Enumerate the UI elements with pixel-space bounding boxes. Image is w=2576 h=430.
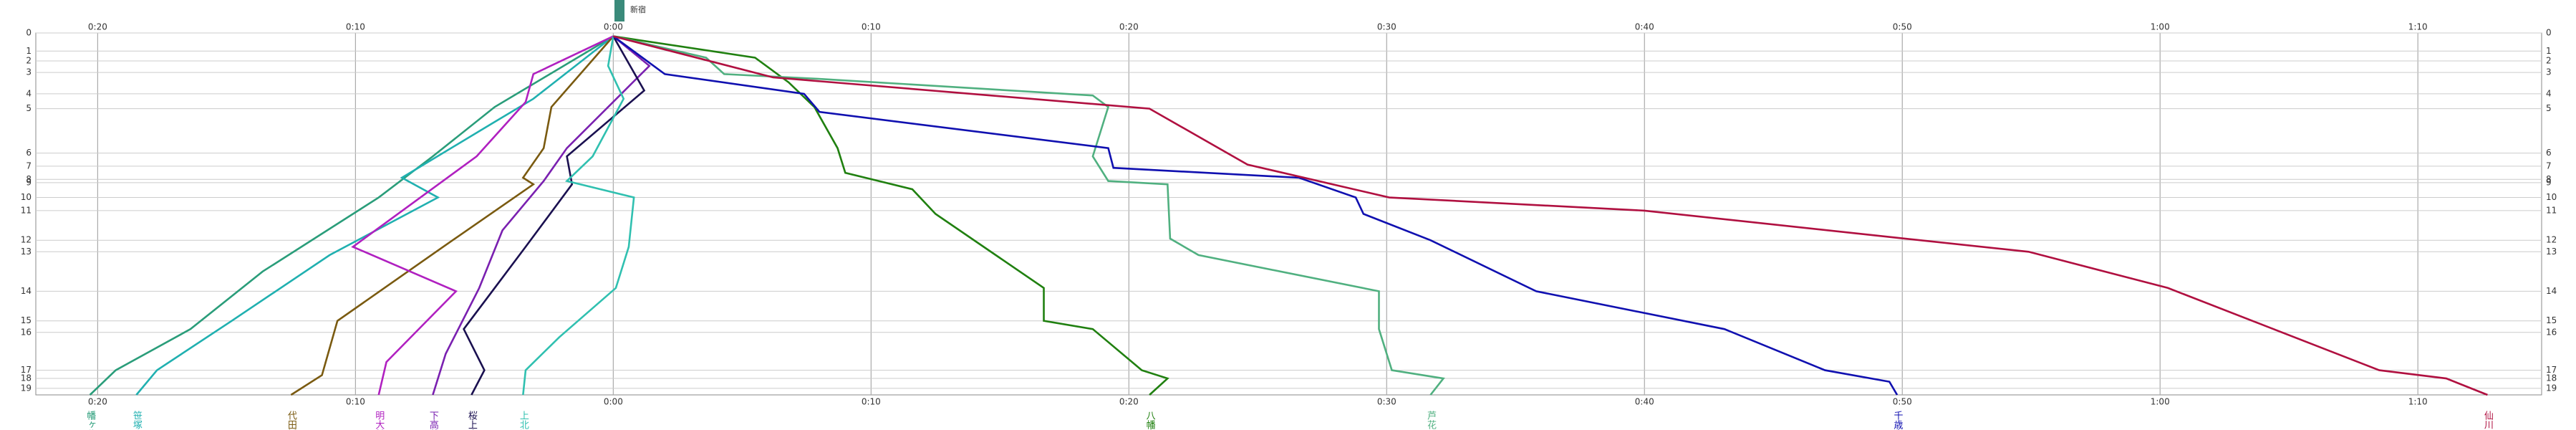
x-tick-label: 0:00 [604,22,623,32]
y-tick-label: 14 [21,286,32,296]
series-label: 幡ヶ谷 [85,411,95,430]
y-tick-label: 0 [2546,28,2552,38]
origin-marker [614,0,624,22]
series-line [613,35,1169,396]
y-tick-label: 7 [26,161,32,171]
y-tick-label: 16 [2546,327,2557,337]
x-tick-label: 0:20 [88,397,107,407]
y-tick-label: 19 [2546,383,2557,393]
x-tick-label: 0:30 [1377,22,1396,32]
series-label: 千歳烏山 [1892,411,1904,430]
series-line [290,35,614,396]
x-tick-label: 0:20 [88,22,107,32]
series-label: 代田橋 [286,411,297,430]
y-tick-label: 17 [21,365,32,375]
y-tick-label: 18 [21,373,32,383]
y-tick-label: 10 [2546,192,2557,202]
x-tick-label: 0:50 [1893,397,1912,407]
series-line [613,35,1445,396]
series-label: 八幡山 [1144,411,1156,430]
y-tick-label: 15 [21,315,32,325]
y-tick-label: 19 [21,383,32,393]
series-line [135,35,614,396]
x-tick-label: 0:10 [346,397,365,407]
x-tick-label: 1:00 [2151,397,2170,407]
y-tick-label: 5 [26,103,32,113]
y-tick-label: 7 [2546,161,2552,171]
y-tick-label: 9 [2546,177,2552,187]
y-tick-label: 3 [26,67,32,77]
y-tick-label: 1 [26,46,32,56]
y-tick-label: 4 [2546,88,2552,98]
series-label: 明大前 [373,411,385,430]
series-line [612,35,1899,396]
y-tick-label: 17 [2546,365,2557,375]
series-label: 笹塚 [131,410,143,429]
y-tick-label: 11 [2546,205,2557,215]
series-label: 上北沢 [518,411,529,430]
y-tick-label: 13 [2546,247,2557,257]
x-tick-label: 0:50 [1893,22,1912,32]
x-tick-label: 0:40 [1635,22,1654,32]
y-tick-label: 14 [2546,286,2557,296]
y-tick-label: 18 [2546,373,2557,383]
x-tick-label: 1:00 [2151,22,2170,32]
y-tick-label: 8 [26,174,32,184]
y-tick-label: 10 [21,192,32,202]
chart-title: 新宿 [630,4,646,14]
x-tick-label: 0:20 [1119,397,1139,407]
series-label: 芦花公園 [1425,411,1437,430]
y-tick-label: 15 [2546,315,2557,325]
y-tick-label: 13 [21,247,32,257]
y-tick-label: 12 [21,235,32,245]
series-line [89,35,614,396]
series-line [463,35,646,396]
x-tick-label: 0:10 [346,22,365,32]
x-tick-label: 0:30 [1377,397,1396,407]
x-tick-label: 0:10 [862,22,881,32]
x-tick-label: 1:10 [2408,22,2428,32]
y-tick-label: 12 [2546,235,2557,245]
series-line [522,36,635,396]
series-label: 桜上水 [466,411,478,430]
y-tick-label: 0 [26,28,32,38]
y-tick-label: 4 [26,88,32,98]
series-line [432,35,651,396]
y-tick-label: 2 [2546,56,2552,66]
x-tick-label: 0:00 [604,397,623,407]
x-tick-label: 0:20 [1119,22,1139,32]
series-label: 下高井戸 [428,411,439,430]
series-line [613,35,2488,396]
y-tick-label: 2 [26,56,32,66]
x-tick-label: 0:10 [862,397,881,407]
plot-frame [35,32,2542,396]
y-tick-label: 11 [21,205,32,215]
y-tick-label: 1 [2546,46,2552,56]
y-tick-label: 6 [2546,148,2552,158]
y-tick-label: 8 [2546,174,2552,184]
y-tick-label: 9 [26,177,32,187]
x-tick-label: 0:40 [1635,397,1654,407]
x-tick-label: 1:10 [2408,397,2428,407]
y-tick-label: 16 [21,327,32,337]
series-label: 仙川 [2482,411,2494,429]
series-line [351,35,614,396]
y-tick-label: 5 [2546,103,2552,113]
y-tick-label: 3 [2546,67,2552,77]
y-tick-label: 6 [26,148,32,158]
